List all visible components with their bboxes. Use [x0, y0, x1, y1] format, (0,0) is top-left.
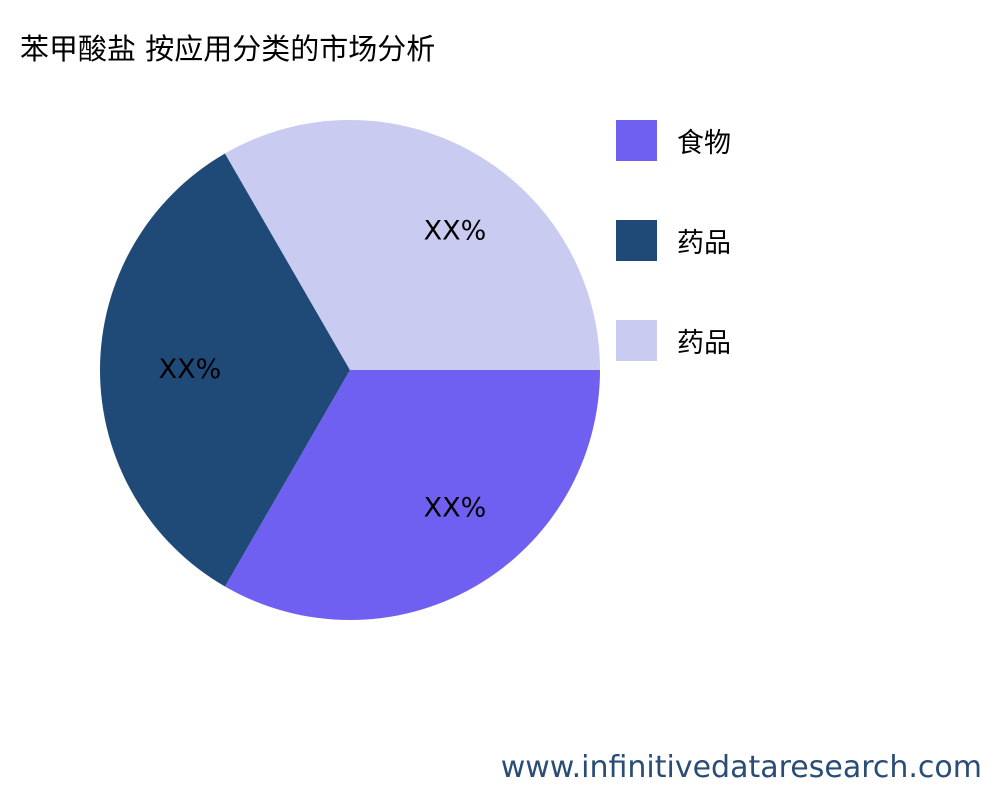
- data-label: XX%: [424, 215, 487, 246]
- legend-swatch: [616, 320, 657, 361]
- pie-slice: [225, 119, 600, 370]
- legend-item[interactable]: 药品: [616, 220, 731, 261]
- legend-swatch: [616, 120, 657, 161]
- legend-label: 药品: [677, 328, 731, 359]
- pie-slice: [225, 370, 600, 620]
- data-label: XX%: [424, 493, 487, 524]
- legend-item[interactable]: 药品: [616, 320, 731, 361]
- footer-url: www.infinitivedataresearch.com: [500, 750, 982, 785]
- legend-label: 食物: [677, 128, 731, 159]
- chart-title: 苯甲酸盐 按应用分类的市场分析: [20, 32, 436, 66]
- data-label: XX%: [159, 354, 222, 385]
- legend-item[interactable]: 食物: [616, 120, 731, 161]
- legend-swatch: [616, 220, 657, 261]
- legend-label: 药品: [677, 228, 731, 259]
